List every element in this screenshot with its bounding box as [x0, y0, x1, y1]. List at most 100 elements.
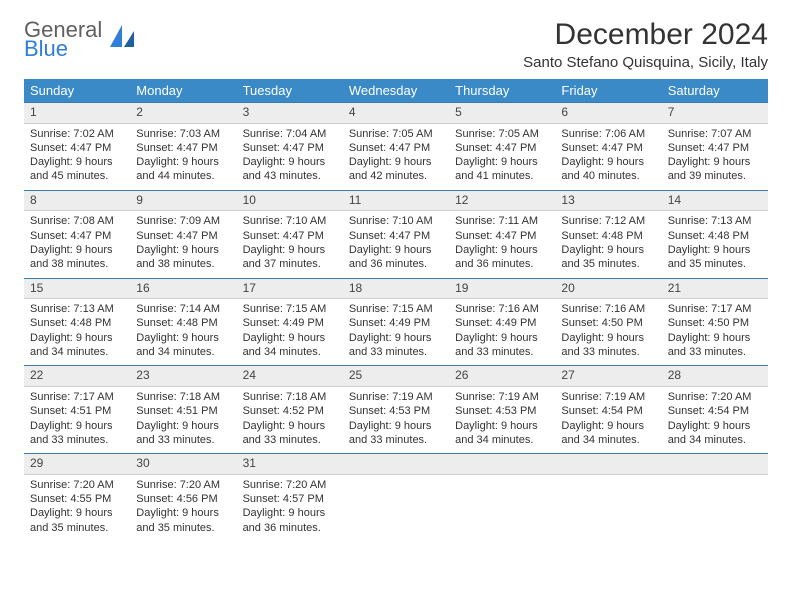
sunset-line: Sunset: 4:47 PM [349, 141, 443, 155]
daylight-line: Daylight: 9 hours and 38 minutes. [136, 243, 230, 272]
sunrise-line: Sunrise: 7:06 AM [561, 127, 655, 141]
calendar-day: 8Sunrise: 7:08 AMSunset: 4:47 PMDaylight… [24, 190, 130, 278]
sail-icon [106, 23, 136, 55]
sunrise-line: Sunrise: 7:15 AM [349, 302, 443, 316]
calendar-day: 18Sunrise: 7:15 AMSunset: 4:49 PMDayligh… [343, 278, 449, 366]
day-body: Sunrise: 7:06 AMSunset: 4:47 PMDaylight:… [555, 124, 661, 190]
calendar-day: 25Sunrise: 7:19 AMSunset: 4:53 PMDayligh… [343, 365, 449, 453]
daylight-line: Daylight: 9 hours and 33 minutes. [561, 331, 655, 360]
calendar-day: 27Sunrise: 7:19 AMSunset: 4:54 PMDayligh… [555, 365, 661, 453]
day-number: 20 [555, 278, 661, 300]
sunrise-line: Sunrise: 7:13 AM [30, 302, 124, 316]
sunrise-line: Sunrise: 7:20 AM [136, 478, 230, 492]
daylight-line: Daylight: 9 hours and 38 minutes. [30, 243, 124, 272]
daylight-line: Daylight: 9 hours and 33 minutes. [136, 419, 230, 448]
daylight-line: Daylight: 9 hours and 34 minutes. [136, 331, 230, 360]
sunrise-line: Sunrise: 7:19 AM [349, 390, 443, 404]
calendar-day: 4Sunrise: 7:05 AMSunset: 4:47 PMDaylight… [343, 102, 449, 190]
day-body: Sunrise: 7:20 AMSunset: 4:55 PMDaylight:… [24, 475, 130, 541]
sunrise-line: Sunrise: 7:18 AM [136, 390, 230, 404]
day-number: 19 [449, 278, 555, 300]
sunrise-line: Sunrise: 7:16 AM [561, 302, 655, 316]
sunset-line: Sunset: 4:50 PM [561, 316, 655, 330]
day-number: 12 [449, 190, 555, 212]
day-body: Sunrise: 7:10 AMSunset: 4:47 PMDaylight:… [343, 211, 449, 277]
day-number: 24 [237, 365, 343, 387]
day-number: 22 [24, 365, 130, 387]
day-header: Thursday [449, 79, 555, 102]
sunrise-line: Sunrise: 7:04 AM [243, 127, 337, 141]
day-body: Sunrise: 7:04 AMSunset: 4:47 PMDaylight:… [237, 124, 343, 190]
sunrise-line: Sunrise: 7:15 AM [243, 302, 337, 316]
title: December 2024 [523, 18, 768, 52]
daylight-line: Daylight: 9 hours and 35 minutes. [668, 243, 762, 272]
sunset-line: Sunset: 4:47 PM [136, 229, 230, 243]
calendar-day: 5Sunrise: 7:05 AMSunset: 4:47 PMDaylight… [449, 102, 555, 190]
calendar-day: 16Sunrise: 7:14 AMSunset: 4:48 PMDayligh… [130, 278, 236, 366]
daylight-line: Daylight: 9 hours and 37 minutes. [243, 243, 337, 272]
day-body: Sunrise: 7:02 AMSunset: 4:47 PMDaylight:… [24, 124, 130, 190]
sunset-line: Sunset: 4:50 PM [668, 316, 762, 330]
day-body: Sunrise: 7:17 AMSunset: 4:50 PMDaylight:… [662, 299, 768, 365]
day-number: 6 [555, 102, 661, 124]
sunrise-line: Sunrise: 7:09 AM [136, 214, 230, 228]
day-body: Sunrise: 7:16 AMSunset: 4:49 PMDaylight:… [449, 299, 555, 365]
day-body: Sunrise: 7:19 AMSunset: 4:53 PMDaylight:… [343, 387, 449, 453]
day-body: Sunrise: 7:17 AMSunset: 4:51 PMDaylight:… [24, 387, 130, 453]
daylight-line: Daylight: 9 hours and 39 minutes. [668, 155, 762, 184]
sunrise-line: Sunrise: 7:05 AM [349, 127, 443, 141]
daylight-line: Daylight: 9 hours and 40 minutes. [561, 155, 655, 184]
calendar-table: SundayMondayTuesdayWednesdayThursdayFrid… [24, 79, 768, 541]
day-number: 29 [24, 453, 130, 475]
sunset-line: Sunset: 4:47 PM [455, 229, 549, 243]
sunrise-line: Sunrise: 7:20 AM [30, 478, 124, 492]
sunset-line: Sunset: 4:47 PM [349, 229, 443, 243]
sunrise-line: Sunrise: 7:12 AM [561, 214, 655, 228]
calendar-day: 23Sunrise: 7:18 AMSunset: 4:51 PMDayligh… [130, 365, 236, 453]
sunset-line: Sunset: 4:47 PM [455, 141, 549, 155]
day-number: 30 [130, 453, 236, 475]
day-body: Sunrise: 7:18 AMSunset: 4:52 PMDaylight:… [237, 387, 343, 453]
calendar-week: 8Sunrise: 7:08 AMSunset: 4:47 PMDaylight… [24, 190, 768, 278]
daylight-line: Daylight: 9 hours and 33 minutes. [243, 419, 337, 448]
calendar-day: 21Sunrise: 7:17 AMSunset: 4:50 PMDayligh… [662, 278, 768, 366]
sunset-line: Sunset: 4:48 PM [136, 316, 230, 330]
day-body: Sunrise: 7:09 AMSunset: 4:47 PMDaylight:… [130, 211, 236, 277]
calendar-day: 28Sunrise: 7:20 AMSunset: 4:54 PMDayligh… [662, 365, 768, 453]
daylight-line: Daylight: 9 hours and 35 minutes. [30, 506, 124, 535]
sunset-line: Sunset: 4:54 PM [668, 404, 762, 418]
calendar-day: 2Sunrise: 7:03 AMSunset: 4:47 PMDaylight… [130, 102, 236, 190]
daylight-line: Daylight: 9 hours and 34 minutes. [30, 331, 124, 360]
day-number: 15 [24, 278, 130, 300]
calendar-day: 22Sunrise: 7:17 AMSunset: 4:51 PMDayligh… [24, 365, 130, 453]
calendar-page: General Blue December 2024 Santo Stefano… [0, 0, 792, 612]
daylight-line: Daylight: 9 hours and 33 minutes. [30, 419, 124, 448]
sunset-line: Sunset: 4:47 PM [243, 141, 337, 155]
calendar-day [555, 453, 661, 541]
sunset-line: Sunset: 4:53 PM [349, 404, 443, 418]
sunrise-line: Sunrise: 7:02 AM [30, 127, 124, 141]
title-block: December 2024 Santo Stefano Quisquina, S… [523, 18, 768, 71]
day-number: 31 [237, 453, 343, 475]
calendar-day: 12Sunrise: 7:11 AMSunset: 4:47 PMDayligh… [449, 190, 555, 278]
day-body: Sunrise: 7:20 AMSunset: 4:57 PMDaylight:… [237, 475, 343, 541]
day-body: Sunrise: 7:13 AMSunset: 4:48 PMDaylight:… [24, 299, 130, 365]
day-number: 11 [343, 190, 449, 212]
day-number: 21 [662, 278, 768, 300]
day-body: Sunrise: 7:13 AMSunset: 4:48 PMDaylight:… [662, 211, 768, 277]
sunset-line: Sunset: 4:49 PM [349, 316, 443, 330]
day-body: Sunrise: 7:10 AMSunset: 4:47 PMDaylight:… [237, 211, 343, 277]
day-header: Saturday [662, 79, 768, 102]
calendar-day: 29Sunrise: 7:20 AMSunset: 4:55 PMDayligh… [24, 453, 130, 541]
calendar-day: 11Sunrise: 7:10 AMSunset: 4:47 PMDayligh… [343, 190, 449, 278]
sunset-line: Sunset: 4:49 PM [243, 316, 337, 330]
daylight-line: Daylight: 9 hours and 33 minutes. [455, 331, 549, 360]
sunrise-line: Sunrise: 7:03 AM [136, 127, 230, 141]
calendar-day: 17Sunrise: 7:15 AMSunset: 4:49 PMDayligh… [237, 278, 343, 366]
day-header: Tuesday [237, 79, 343, 102]
day-body: Sunrise: 7:03 AMSunset: 4:47 PMDaylight:… [130, 124, 236, 190]
day-number: 10 [237, 190, 343, 212]
sunrise-line: Sunrise: 7:16 AM [455, 302, 549, 316]
day-body: Sunrise: 7:19 AMSunset: 4:54 PMDaylight:… [555, 387, 661, 453]
calendar-day: 19Sunrise: 7:16 AMSunset: 4:49 PMDayligh… [449, 278, 555, 366]
